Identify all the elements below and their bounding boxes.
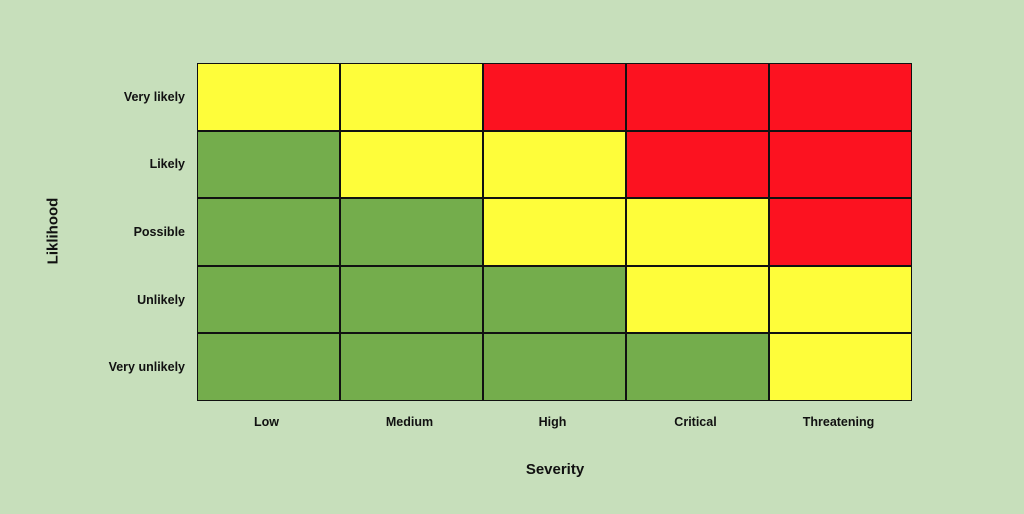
- x-tick-label: Threatening: [802, 415, 875, 429]
- heatmap-cell-1-0: [198, 131, 339, 198]
- heatmap-cell-0-2: [484, 64, 625, 130]
- risk-matrix-grid: [197, 63, 912, 401]
- heatmap-cell-2-2: [484, 199, 625, 265]
- heatmap-cell-4-4: [770, 334, 911, 400]
- y-tick-label: Very unlikely: [108, 360, 185, 375]
- heatmap-cell-3-4: [770, 266, 911, 333]
- y-axis-title: Liklihood: [44, 197, 62, 265]
- heatmap-cell-2-4: [770, 199, 911, 265]
- heatmap-cell-0-1: [341, 64, 482, 130]
- y-tick-label: Likely: [149, 157, 185, 172]
- heatmap-cell-3-1: [341, 266, 482, 333]
- x-tick-label: Critical: [674, 415, 717, 429]
- heatmap-cell-4-0: [198, 334, 339, 400]
- heatmap-cell-3-0: [198, 266, 339, 333]
- heatmap-cell-1-2: [484, 131, 625, 198]
- heatmap-cell-2-3: [627, 199, 768, 265]
- heatmap-cell-0-4: [770, 64, 911, 130]
- heatmap-cell-2-0: [198, 199, 339, 265]
- heatmap-cell-2-1: [341, 199, 482, 265]
- heatmap-cell-0-3: [627, 64, 768, 130]
- heatmap-cell-4-3: [627, 334, 768, 400]
- x-axis-title: Severity: [525, 461, 585, 478]
- heatmap-cell-1-3: [627, 131, 768, 198]
- heatmap-cell-4-1: [341, 334, 482, 400]
- x-tick-label: Low: [254, 415, 279, 429]
- heatmap-cell-3-2: [484, 266, 625, 333]
- y-tick-label: Unlikely: [137, 292, 185, 307]
- x-tick-label: Medium: [385, 415, 434, 429]
- heatmap-cell-4-2: [484, 334, 625, 400]
- heatmap-cell-1-1: [341, 131, 482, 198]
- heatmap-cell-3-3: [627, 266, 768, 333]
- y-tick-label: Very likely: [123, 89, 185, 104]
- y-tick-label: Possible: [133, 225, 185, 239]
- x-tick-label: High: [538, 415, 567, 429]
- heatmap-cell-1-4: [770, 131, 911, 198]
- heatmap-cell-0-0: [198, 64, 339, 130]
